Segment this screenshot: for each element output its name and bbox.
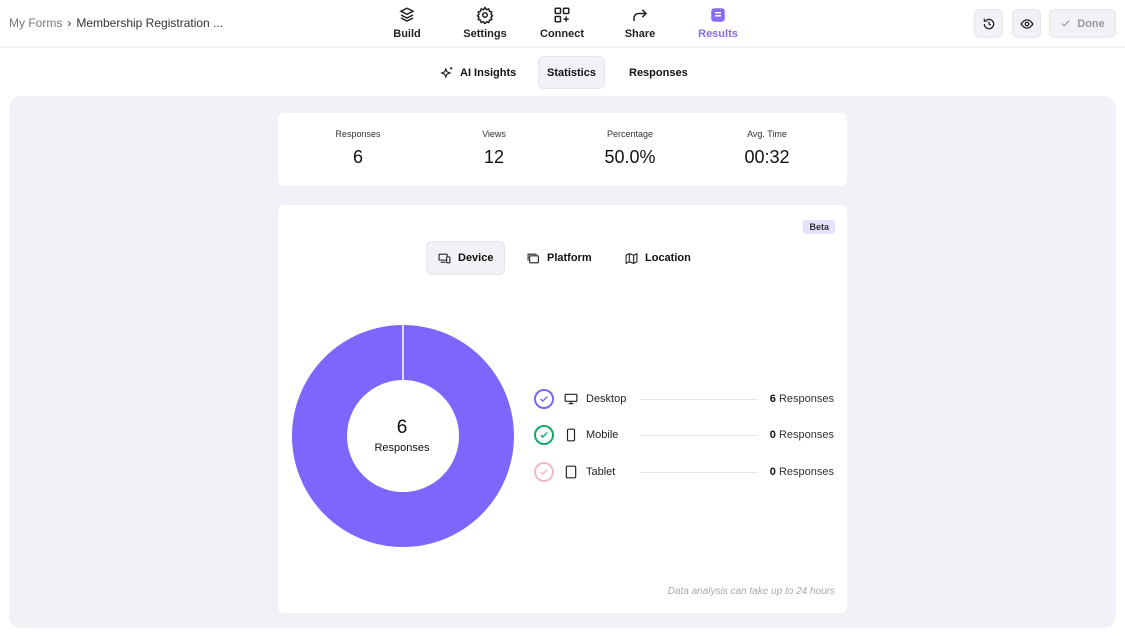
device-donut-chart [292,325,514,547]
subtab-statistics[interactable]: Statistics [538,56,605,89]
legend-item-mobile: Mobile 0 Responses [534,425,834,445]
history-button[interactable] [974,9,1003,38]
window-icon [527,253,539,263]
data-analysis-note: Data analysis can take up to 24 hours [667,586,835,597]
breadcrumb-my-forms[interactable]: My Forms [9,16,63,30]
nav-settings[interactable]: Settings [450,6,520,40]
stat-value: 00:32 [744,147,790,167]
legend-count: 0 Responses [770,466,834,478]
done-label: Done [1077,17,1105,30]
eye-icon [1019,18,1034,29]
check-icon [1061,20,1070,27]
nav-share[interactable]: Share [605,6,675,40]
legend-item-desktop: Desktop 6 Responses [534,389,834,409]
legend-count: 6 Responses [770,393,834,405]
count-value: 0 [769,466,776,478]
inbox-icon [711,8,725,22]
stats-summary-card: Responses 6 Views 12 Percentage 50.0% Avg. … [278,113,847,186]
devices-icon [438,253,451,263]
tab-platform[interactable]: Platform [516,241,603,275]
breadcrumb: My Forms › Membership Registration ... [9,16,223,30]
tab-label: Location [645,252,691,264]
count-value: 6 [769,393,776,405]
map-icon [625,252,638,264]
check-circle-icon[interactable] [534,389,554,409]
nav-label: Settings [463,28,507,40]
tablet-icon [564,465,578,479]
legend-divider [640,471,758,473]
tab-device[interactable]: Device [426,241,506,275]
preview-button[interactable] [1012,9,1041,38]
tab-label: Platform [547,252,592,264]
check-circle-icon[interactable] [534,425,554,445]
done-button[interactable]: Done [1049,9,1116,38]
donut-center-label: Responses [374,442,430,454]
stat-value: 6 [352,147,363,167]
legend-divider [640,398,758,400]
legend-name: Tablet [586,466,616,478]
nav-build[interactable]: Build [372,6,442,40]
stat-percentage: Percentage 50.0% [560,129,700,168]
breadcrumb-current: Membership Registration ... [76,16,224,30]
check-circle-icon[interactable] [534,462,554,482]
subtab-responses[interactable]: Responses [619,56,698,89]
count-unit: Responses [778,466,834,478]
legend-count: 0 Responses [770,429,834,441]
grid-plus-icon [554,7,570,23]
sparkles-icon [440,66,453,79]
stat-views: Views 12 [424,129,564,168]
gear-icon [476,6,494,24]
beta-badge: Beta [803,220,835,234]
subtab-label: Responses [629,66,688,79]
share-arrow-icon [633,9,648,21]
stat-value: 12 [483,147,505,167]
tab-location[interactable]: Location [614,241,702,275]
stat-label: Views [482,129,506,139]
subtab-label: AI Insights [460,66,517,79]
mobile-icon [564,428,578,442]
count-value: 0 [769,429,776,441]
breadcrumb-separator: › [67,16,72,30]
breakdown-card: Beta Device Platform Location 6 Response… [278,205,847,613]
stat-value: 50.0% [604,147,656,167]
donut-center: 6 Responses [342,417,462,454]
stat-responses: Responses 6 [288,129,428,168]
tab-label: Device [458,252,494,264]
subtab-ai-insights[interactable]: AI Insights [430,56,526,89]
subtab-label: Statistics [547,66,596,79]
stat-label: Percentage [606,129,654,139]
top-header: My Forms › Membership Registration ... B… [0,0,1125,48]
layers-icon [399,7,415,22]
nav-label: Share [624,28,656,40]
legend-name: Mobile [586,429,619,441]
stat-avg-time: Avg. Time 00:32 [697,129,837,168]
legend-name: Desktop [586,393,627,405]
nav-label: Connect [540,28,584,40]
stat-label: Responses [335,129,381,139]
history-icon [983,18,994,29]
nav-results[interactable]: Results [683,6,753,40]
legend-item-tablet: Tablet 0 Responses [534,462,834,482]
donut-center-value: 6 [396,417,408,438]
count-unit: Responses [778,393,834,405]
count-unit: Responses [778,429,834,441]
nav-connect[interactable]: Connect [527,6,597,40]
nav-label: Build [393,28,421,40]
legend-divider [640,434,758,436]
stat-label: Avg. Time [747,129,787,139]
desktop-icon [564,392,578,406]
nav-label: Results [698,28,738,40]
